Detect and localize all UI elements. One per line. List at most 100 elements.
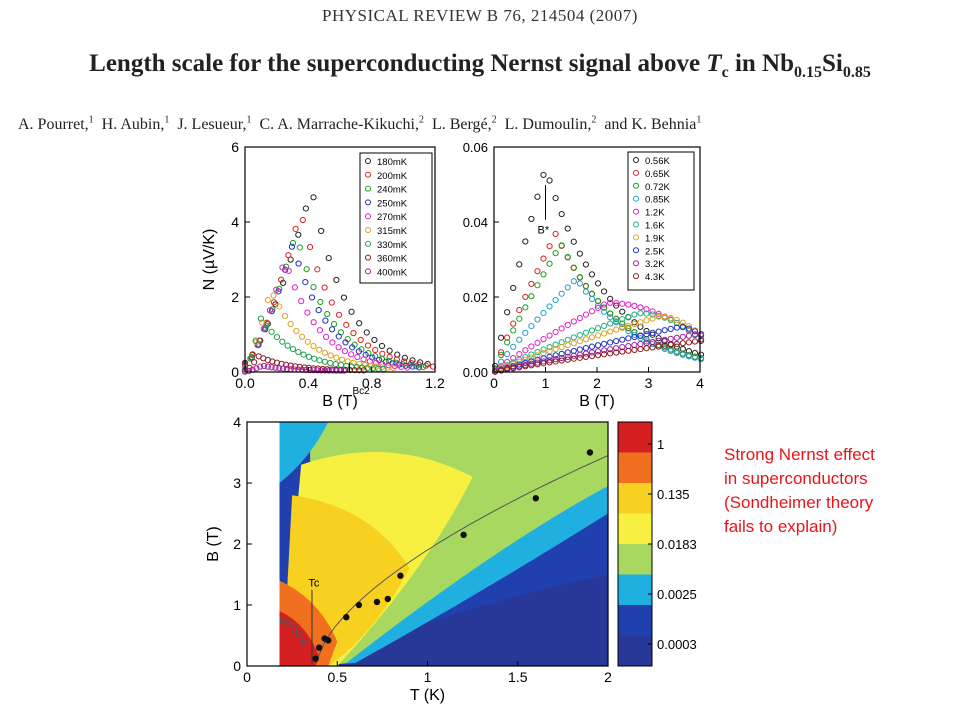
data-point: [273, 286, 280, 293]
author: A. Pourret,1: [18, 115, 94, 134]
data-point: [631, 302, 638, 309]
data-point: [600, 301, 608, 308]
data-point: [333, 276, 340, 284]
data-point: [497, 367, 505, 374]
data-point: [302, 205, 309, 212]
data-point: [673, 340, 680, 348]
data-point: [655, 335, 662, 342]
data-point: [295, 260, 302, 267]
data-point: [546, 260, 553, 267]
data-point: [497, 351, 505, 359]
title-nb-sub: 0.15: [794, 64, 822, 81]
data-point: [558, 290, 565, 297]
data-point: [558, 325, 565, 332]
data-point: [582, 311, 590, 318]
data-point: [661, 336, 668, 343]
x-tick-label: 3: [645, 375, 653, 391]
title-tc: T: [706, 50, 722, 77]
data-point: [276, 365, 283, 372]
data-point: [534, 359, 541, 366]
data-point: [522, 238, 529, 245]
data-point: [679, 333, 686, 340]
data-point: [522, 354, 529, 361]
data-point: [667, 335, 674, 342]
data-point: [594, 352, 602, 359]
bstar-point: [532, 495, 539, 502]
x-tick-label: 0: [490, 375, 498, 391]
y-tick-label: 0.06: [463, 140, 488, 155]
data-point: [316, 357, 323, 364]
data-point: [325, 367, 332, 374]
data-point: [607, 320, 614, 327]
data-point: [263, 322, 270, 329]
data-point: [546, 303, 553, 310]
legend-marker: [365, 171, 371, 178]
y-tick-label: 3: [233, 475, 241, 491]
x-axis-label: T (K): [410, 687, 445, 704]
data-point: [279, 279, 287, 286]
data-point: [685, 353, 693, 360]
data-point: [285, 252, 292, 259]
data-point: [300, 351, 307, 358]
data-point: [552, 341, 559, 348]
y-tick-label: 0.00: [463, 365, 488, 380]
data-point: [528, 280, 535, 288]
data-point: [293, 327, 300, 335]
data-point: [325, 254, 332, 262]
data-point: [582, 350, 590, 357]
legend-label: 2.5K: [645, 246, 665, 257]
data-point: [564, 342, 571, 349]
data-point: [341, 347, 348, 355]
data-point: [546, 332, 553, 339]
data-point: [522, 304, 529, 311]
data-point: [522, 347, 529, 354]
x-tick-label: 1: [424, 669, 432, 685]
data-point: [390, 365, 397, 372]
data-point: [570, 278, 577, 285]
data-point: [673, 319, 680, 326]
data-point: [643, 327, 650, 335]
data-point: [558, 350, 565, 357]
data-point: [540, 346, 547, 353]
data-point: [264, 363, 271, 370]
data-point: [576, 338, 583, 345]
data-point: [540, 309, 547, 317]
data-point: [329, 367, 336, 374]
data-point: [607, 346, 614, 353]
data-point: [588, 349, 596, 356]
data-point: [292, 363, 299, 370]
data-point: [570, 238, 577, 245]
data-point: [546, 243, 553, 250]
data-point: [588, 352, 596, 360]
data-point: [516, 361, 523, 368]
data-point: [379, 350, 386, 357]
data-point: [372, 353, 379, 360]
data-point: [564, 353, 571, 360]
data-point: [522, 293, 529, 300]
data-point: [528, 358, 535, 365]
x-tick-label: 1: [542, 375, 550, 391]
data-point: [424, 360, 431, 368]
data-point: [420, 364, 427, 371]
data-point: [582, 329, 590, 336]
caption-line: fails to explain): [724, 517, 838, 536]
data-point: [327, 352, 334, 359]
data-point: [356, 367, 363, 374]
bc2-square: [290, 626, 297, 633]
bc2-square: [296, 631, 303, 638]
data-point: [546, 343, 553, 351]
data-point: [335, 311, 343, 318]
data-point: [516, 364, 523, 371]
bstar-point: [384, 595, 391, 603]
data-point: [281, 312, 289, 320]
data-point: [292, 225, 299, 233]
author: J. Lesueur,1: [177, 115, 252, 134]
data-point: [607, 314, 614, 321]
data-point: [304, 309, 311, 316]
data-point: [685, 339, 693, 346]
data-point: [655, 313, 662, 320]
data-point: [371, 336, 378, 344]
y-tick-label: 2: [231, 289, 239, 305]
author: and K. Behnia1: [604, 115, 702, 134]
legend-label: 0.56K: [645, 156, 670, 167]
